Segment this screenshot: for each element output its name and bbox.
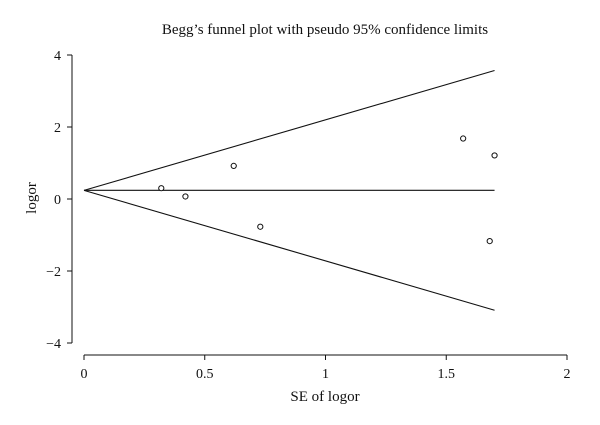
- data-point: [486, 238, 493, 245]
- data-point: [158, 185, 165, 192]
- y-axis-label: logor: [24, 182, 40, 214]
- x-tick-label: 2: [564, 367, 571, 382]
- x-tick-label: 0.5: [196, 367, 214, 382]
- x-tick-label: 1: [322, 367, 329, 382]
- x-ticks: 0 0.5 1 1.5 2: [81, 355, 571, 382]
- data-points: [158, 135, 498, 245]
- data-point: [460, 135, 467, 142]
- upper-confidence-limit-line: [83, 69, 495, 191]
- x-tick-label: 1.5: [438, 367, 456, 382]
- chart-title: Begg’s funnel plot with pseudo 95% confi…: [162, 22, 488, 38]
- funnel-lines: [83, 69, 495, 311]
- y-tick-label: 4: [54, 49, 61, 64]
- x-tick-label: 0: [81, 367, 88, 382]
- data-point: [257, 223, 264, 230]
- y-tick-label: 0: [54, 193, 61, 208]
- x-axis-label: SE of logor: [290, 389, 359, 405]
- data-point: [230, 162, 237, 169]
- y-ticks: 4 2 0 −2 −4: [46, 49, 72, 352]
- y-tick-label: −4: [46, 337, 61, 352]
- y-tick-label: 2: [54, 121, 61, 136]
- data-point: [491, 152, 498, 159]
- data-point: [182, 193, 189, 200]
- lower-confidence-limit-line: [83, 189, 495, 311]
- y-tick-label: −2: [46, 265, 61, 280]
